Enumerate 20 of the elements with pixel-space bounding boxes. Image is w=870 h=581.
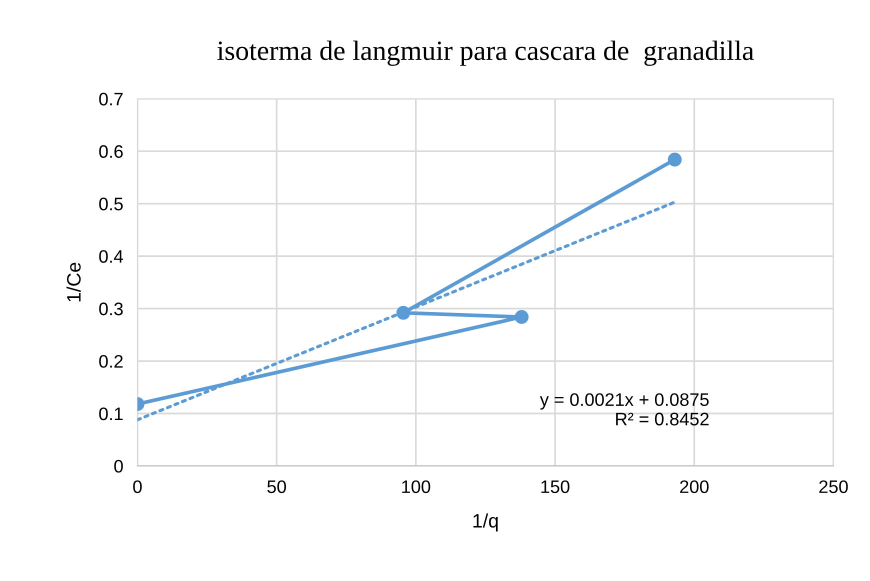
y-tick-label: 0 xyxy=(114,460,123,473)
y-tick-label: 0.2 xyxy=(99,354,123,368)
x-tick-label: 50 xyxy=(267,480,286,494)
y-tick-label: 0.1 xyxy=(99,407,123,420)
point xyxy=(668,152,682,167)
y-tick-label: 0.6 xyxy=(99,145,123,158)
y-tick-label: 0.5 xyxy=(99,198,123,210)
x-tick-label: 200 xyxy=(680,480,709,494)
y-tick-label: 0.7 xyxy=(99,92,123,106)
x-tick-label: 150 xyxy=(541,480,570,494)
x-axis-title: 1/q xyxy=(473,513,498,532)
y-tick-label: 0.4 xyxy=(99,250,124,263)
y-tick-label: 0.3 xyxy=(99,302,123,316)
x-tick-label: 0 xyxy=(133,480,142,494)
x-tick-label: 250 xyxy=(819,480,848,494)
point xyxy=(514,310,529,324)
chart-title: isoterma de langmuir para cascara de granadilla xyxy=(217,40,754,66)
x-tick-label: 100 xyxy=(402,480,430,494)
annotation: y = 0.0021x + 0.0875 R² = 0.8452 xyxy=(540,393,709,426)
y-axis-title: 1/Ce xyxy=(66,262,81,302)
